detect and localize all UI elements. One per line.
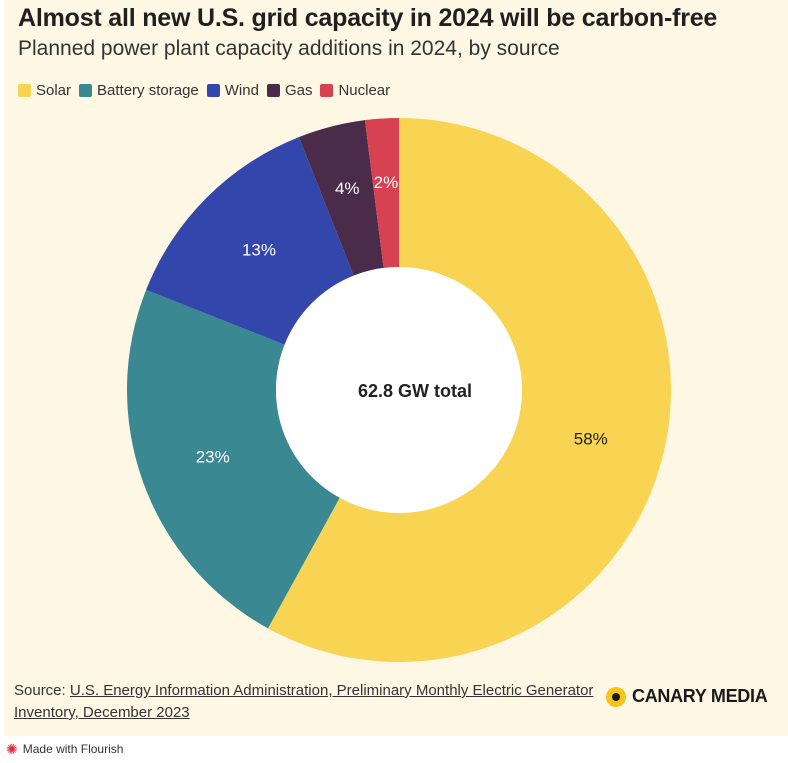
canary-logo-icon bbox=[606, 686, 626, 707]
logo-text: CANARY MEDIA bbox=[632, 686, 768, 706]
legend-item-battery-storage[interactable]: Battery storage bbox=[79, 82, 199, 99]
chart-subtitle: Planned power plant capacity additions i… bbox=[18, 37, 560, 60]
chart-title: Almost all new U.S. grid capacity in 202… bbox=[18, 4, 718, 32]
legend-label: Wind bbox=[224, 82, 259, 99]
legend-label: Nuclear bbox=[338, 82, 391, 99]
legend-item-solar[interactable]: Solar bbox=[18, 82, 71, 99]
slice-wind[interactable] bbox=[146, 137, 354, 345]
legend-item-wind[interactable]: Wind bbox=[206, 82, 259, 99]
legend-swatch bbox=[18, 84, 31, 97]
slice-battery-storage[interactable] bbox=[127, 289, 340, 629]
flourish-icon: ✺ bbox=[6, 741, 18, 757]
legend: Solar Battery storage Wind Gas Nuclear bbox=[18, 82, 390, 99]
slice-label-nuclear: 2% bbox=[374, 173, 399, 192]
legend-label: Solar bbox=[36, 82, 72, 99]
slice-label-wind: 13% bbox=[242, 240, 276, 259]
slice-label-gas: 4% bbox=[335, 179, 360, 198]
legend-swatch bbox=[320, 84, 334, 97]
source-prefix: Source: bbox=[14, 682, 70, 699]
legend-swatch bbox=[266, 84, 280, 97]
made-with-flourish[interactable]: ✺ Made with Flourish bbox=[6, 742, 123, 756]
legend-label: Gas bbox=[284, 82, 313, 99]
flourish-text: Made with Flourish bbox=[22, 742, 124, 756]
canary-media-logo[interactable]: CANARY MEDIA bbox=[606, 686, 768, 707]
donut-hole bbox=[276, 267, 522, 513]
legend-label: Battery storage bbox=[97, 82, 199, 99]
center-total-label: 62.8 GW total bbox=[358, 381, 472, 401]
source-note: Source: U.S. Energy Information Administ… bbox=[14, 680, 614, 724]
slice-nuclear[interactable] bbox=[364, 118, 399, 268]
slice-label-solar: 58% bbox=[574, 430, 608, 449]
source-link[interactable]: U.S. Energy Information Administration, … bbox=[14, 682, 594, 721]
slice-gas[interactable] bbox=[298, 120, 384, 276]
legend-item-nuclear[interactable]: Nuclear bbox=[320, 82, 390, 99]
legend-item-gas[interactable]: Gas bbox=[266, 82, 313, 99]
legend-swatch bbox=[79, 84, 93, 97]
slice-label-battery-storage: 23% bbox=[196, 448, 230, 467]
legend-swatch bbox=[206, 84, 220, 97]
slice-solar[interactable] bbox=[267, 118, 671, 663]
